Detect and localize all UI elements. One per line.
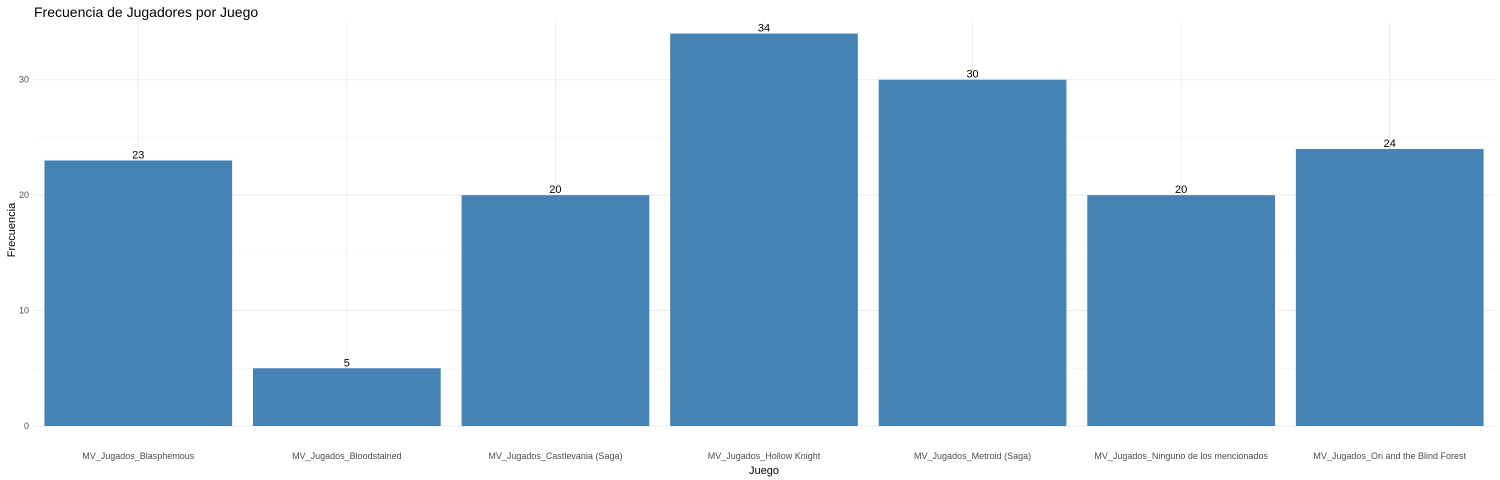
x-tick-label: MV_Jugados_Blasphemous <box>82 451 195 461</box>
x-axis-title: Juego <box>749 465 779 477</box>
y-axis-ticks: 0 10 20 30 <box>19 75 29 431</box>
data-label: 23 <box>132 150 144 162</box>
bars <box>44 33 1484 427</box>
data-label: 20 <box>1175 184 1187 196</box>
data-label: 24 <box>1384 138 1396 150</box>
y-tick-label: 20 <box>19 190 29 200</box>
bar <box>1087 195 1275 426</box>
bar <box>670 33 858 427</box>
x-tick-label: MV_Jugados_Hollow Knight <box>708 451 821 461</box>
bar <box>1295 148 1484 426</box>
data-labels: 23 5 20 34 30 20 24 <box>132 23 1396 370</box>
data-label: 5 <box>344 357 350 369</box>
y-tick-label: 30 <box>19 75 29 85</box>
bar <box>44 160 233 426</box>
x-tick-label: MV_Jugados_Bloodstained <box>292 451 402 461</box>
bar <box>461 195 650 426</box>
x-tick-label: MV_Jugados_Castlevania (Saga) <box>488 451 622 461</box>
x-tick-label: MV_Jugados_Metroid (Saga) <box>914 451 1031 461</box>
x-tick-label: MV_Jugados_Ninguno de los mencionados <box>1094 451 1268 461</box>
bar <box>878 79 1067 426</box>
data-label: 34 <box>758 23 770 35</box>
y-tick-label: 0 <box>24 421 29 431</box>
chart-title: Frecuencia de Jugadores por Juego <box>34 4 258 20</box>
data-label: 20 <box>549 184 561 196</box>
data-label: 30 <box>966 69 978 81</box>
x-axis-ticks: MV_Jugados_Blasphemous MV_Jugados_Bloodst… <box>82 451 1466 461</box>
x-tick-label: MV_Jugados_Ori and the Blind Forest <box>1313 451 1466 461</box>
bar <box>253 368 441 426</box>
y-axis-title: Frecuencia <box>6 202 18 257</box>
y-tick-label: 10 <box>19 306 29 316</box>
